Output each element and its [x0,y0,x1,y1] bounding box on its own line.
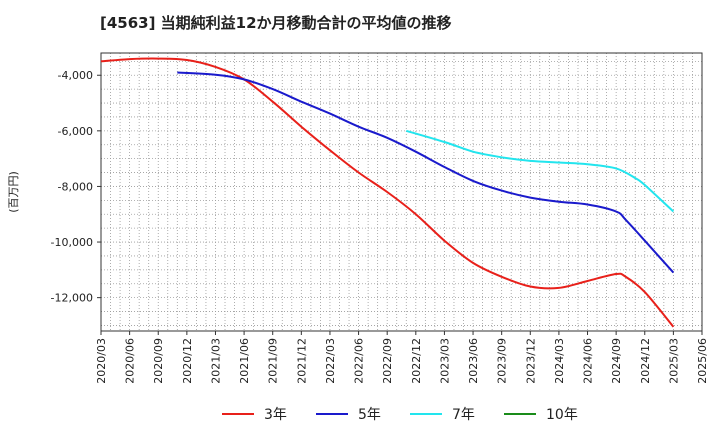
x-tick-label: 2021/09 [267,338,280,384]
series-line-2 [177,71,675,274]
y-tick-label: -4,000 [58,69,93,82]
x-tick-label: 2023/12 [524,338,537,384]
y-tick-label: -6,000 [58,125,93,138]
series-line-3 [406,129,675,213]
x-tick-label: 2023/06 [467,338,480,384]
x-tick-label: 2022/03 [324,338,337,384]
x-tick-label: 2025/03 [667,338,680,384]
x-tick-label: 2023/09 [496,338,509,384]
legend-label-3: 7年 [452,407,475,423]
legend-label-2: 5年 [358,407,381,423]
y-tick-label: -8,000 [58,180,93,193]
x-tick-label: 2021/03 [209,338,222,384]
legend-label-1: 3年 [264,407,287,423]
x-tick-label: 2024/06 [582,338,595,384]
x-tick-label: 2023/03 [438,338,451,384]
series-line-1 [100,57,675,328]
x-tick-label: 2020/06 [124,338,137,384]
x-tick-label: 2025/06 [696,338,709,384]
chart-title: [4563] 当期純利益12か月移動合計の平均値の推移 [100,14,452,32]
x-tick-label: 2022/12 [410,338,423,384]
legend-label-4: 10年 [546,407,578,423]
plot-frame [100,52,703,332]
x-tick-label: 2024/12 [639,338,652,384]
x-tick-label: 2022/09 [381,338,394,384]
x-tick-label: 2020/09 [152,338,165,384]
x-tick-label: 2024/03 [553,338,566,384]
x-tick-label: 2021/12 [295,338,308,384]
plot-area [101,53,702,331]
x-tick-label: 2021/06 [238,338,251,384]
x-tick-label: 2022/06 [353,338,366,384]
y-tick-label: -10,000 [51,236,93,249]
y-tick-label: -12,000 [51,292,93,305]
x-tick-label: 2020/12 [181,338,194,384]
x-tick-label: 2020/03 [95,338,108,384]
y-axis-label: (百万円) [7,171,20,213]
x-tick-label: 2024/09 [610,338,623,384]
